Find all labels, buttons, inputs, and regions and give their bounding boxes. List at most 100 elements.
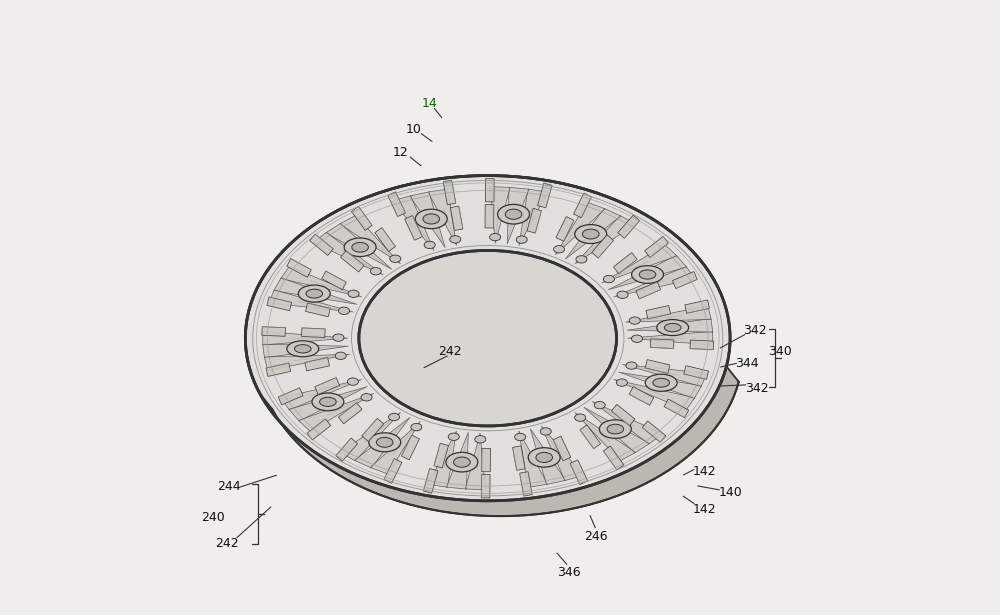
Ellipse shape: [446, 453, 478, 472]
Polygon shape: [527, 208, 541, 233]
Polygon shape: [305, 357, 329, 371]
Polygon shape: [485, 205, 494, 228]
Ellipse shape: [415, 209, 447, 229]
Polygon shape: [622, 364, 707, 386]
Ellipse shape: [575, 224, 607, 244]
Polygon shape: [281, 379, 362, 410]
Polygon shape: [428, 189, 457, 245]
Polygon shape: [574, 193, 592, 218]
Polygon shape: [553, 436, 571, 461]
Polygon shape: [555, 202, 605, 255]
Polygon shape: [611, 405, 635, 426]
Polygon shape: [306, 303, 330, 317]
Ellipse shape: [475, 435, 486, 443]
Ellipse shape: [370, 268, 381, 275]
Ellipse shape: [347, 378, 358, 386]
Polygon shape: [310, 234, 333, 255]
Polygon shape: [672, 271, 697, 288]
Polygon shape: [575, 216, 636, 264]
Ellipse shape: [359, 250, 617, 426]
Ellipse shape: [575, 414, 586, 421]
Polygon shape: [684, 366, 709, 379]
Polygon shape: [627, 319, 713, 332]
Ellipse shape: [335, 352, 346, 359]
Polygon shape: [289, 387, 367, 421]
Polygon shape: [428, 431, 457, 487]
Polygon shape: [592, 235, 614, 258]
Ellipse shape: [632, 266, 663, 284]
Polygon shape: [340, 215, 401, 264]
Polygon shape: [636, 282, 661, 299]
Text: 244: 244: [217, 480, 241, 493]
Ellipse shape: [576, 256, 587, 263]
Polygon shape: [650, 339, 674, 349]
Polygon shape: [465, 433, 486, 490]
Polygon shape: [262, 327, 285, 336]
Polygon shape: [628, 331, 713, 345]
Polygon shape: [362, 418, 384, 442]
Polygon shape: [645, 360, 670, 373]
Polygon shape: [481, 475, 490, 498]
Ellipse shape: [554, 245, 565, 253]
Ellipse shape: [536, 453, 553, 462]
Polygon shape: [541, 426, 583, 480]
Ellipse shape: [582, 229, 599, 239]
Polygon shape: [507, 188, 529, 244]
Text: 240: 240: [202, 511, 225, 524]
Ellipse shape: [338, 307, 350, 314]
Ellipse shape: [450, 236, 461, 243]
Ellipse shape: [603, 276, 614, 283]
Polygon shape: [260, 367, 739, 516]
Polygon shape: [613, 253, 637, 274]
Polygon shape: [278, 388, 303, 405]
Ellipse shape: [287, 341, 319, 357]
Ellipse shape: [423, 214, 440, 224]
Polygon shape: [405, 215, 422, 240]
Ellipse shape: [424, 241, 435, 248]
Polygon shape: [263, 344, 348, 358]
Text: 140: 140: [718, 486, 742, 499]
Text: 14: 14: [422, 97, 437, 110]
Polygon shape: [490, 186, 510, 243]
Polygon shape: [274, 278, 357, 304]
Ellipse shape: [411, 423, 422, 430]
Ellipse shape: [333, 334, 344, 341]
Polygon shape: [322, 271, 346, 290]
Polygon shape: [602, 245, 677, 283]
Text: 142: 142: [693, 466, 716, 478]
Polygon shape: [443, 180, 456, 205]
Polygon shape: [313, 232, 383, 275]
Polygon shape: [388, 192, 405, 216]
Ellipse shape: [490, 234, 501, 240]
Ellipse shape: [306, 289, 323, 298]
Ellipse shape: [320, 397, 336, 407]
Polygon shape: [618, 215, 640, 239]
Polygon shape: [263, 331, 348, 345]
Polygon shape: [281, 266, 362, 297]
Ellipse shape: [631, 335, 643, 343]
Polygon shape: [392, 196, 434, 250]
Polygon shape: [519, 431, 548, 487]
Polygon shape: [384, 459, 402, 483]
Ellipse shape: [617, 291, 628, 298]
Polygon shape: [338, 403, 362, 424]
Text: 342: 342: [745, 382, 768, 395]
Ellipse shape: [626, 362, 637, 369]
Ellipse shape: [645, 374, 677, 391]
Polygon shape: [267, 297, 292, 311]
Polygon shape: [315, 378, 340, 395]
Ellipse shape: [352, 242, 368, 252]
Polygon shape: [434, 443, 448, 468]
Text: 346: 346: [557, 566, 581, 579]
Polygon shape: [618, 372, 702, 399]
Polygon shape: [266, 363, 291, 376]
Polygon shape: [608, 255, 687, 290]
Polygon shape: [423, 469, 438, 493]
Text: 12: 12: [393, 146, 408, 159]
Ellipse shape: [390, 255, 401, 263]
Ellipse shape: [294, 344, 311, 353]
Polygon shape: [375, 228, 395, 252]
Ellipse shape: [505, 209, 522, 220]
Polygon shape: [556, 216, 574, 241]
Polygon shape: [575, 413, 636, 461]
